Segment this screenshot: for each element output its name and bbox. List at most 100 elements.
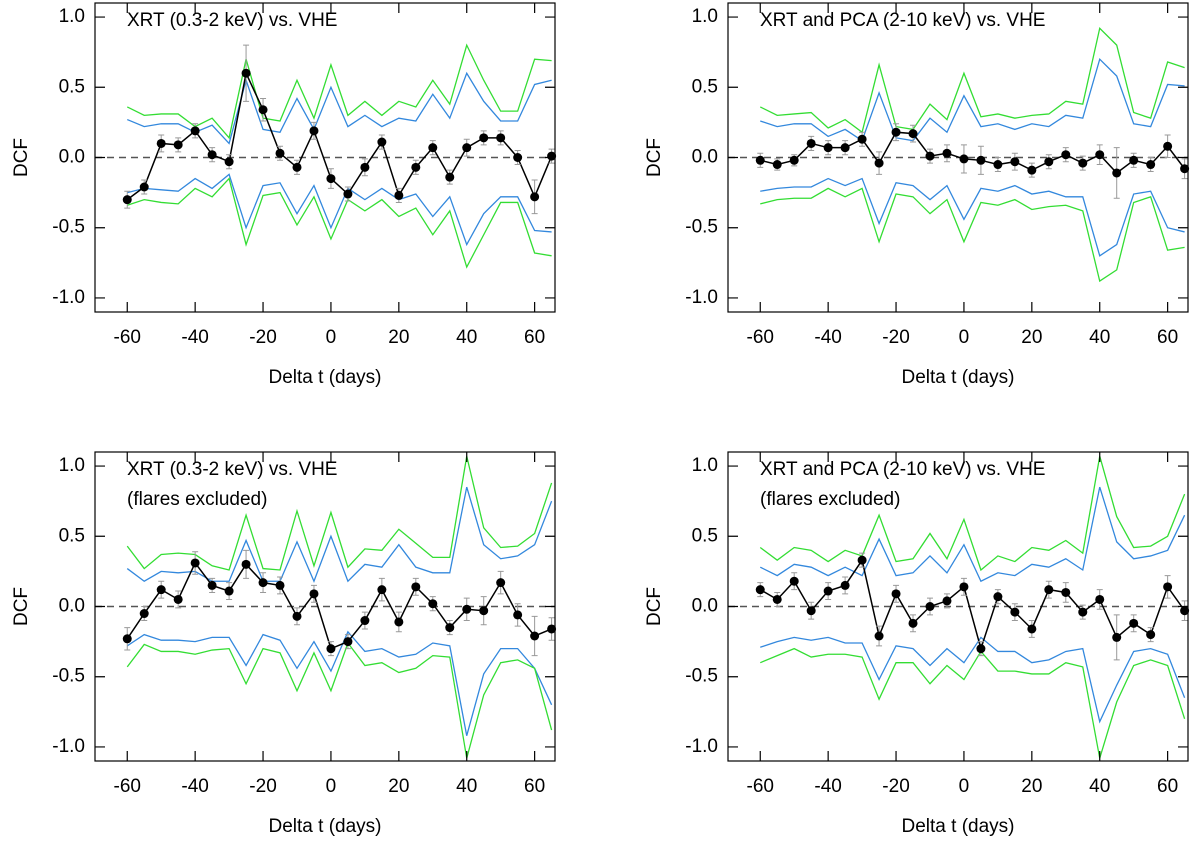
data-point <box>908 129 918 139</box>
data-point <box>874 158 884 168</box>
y-tick-label: 1.0 <box>59 455 85 476</box>
data-point <box>377 137 387 147</box>
y-axis-label: DCF <box>644 138 665 177</box>
data-point <box>908 618 918 628</box>
series-line <box>760 57 1185 142</box>
data-point <box>1163 582 1173 592</box>
y-tick-label: 1.0 <box>692 6 718 27</box>
series-line <box>126 43 552 140</box>
data-point <box>513 610 523 620</box>
y-tick-label: -1.0 <box>685 287 718 308</box>
x-tick-label: 20 <box>388 327 409 348</box>
x-tick-label: 0 <box>326 776 337 797</box>
y-tick-label: -0.5 <box>685 666 718 687</box>
data-point <box>942 148 952 158</box>
annotation: XRT (0.3-2 keV) vs. VHE <box>127 459 337 480</box>
data-point <box>547 151 557 161</box>
data-point <box>479 133 489 143</box>
data-point <box>1112 168 1122 178</box>
data-point <box>772 160 782 170</box>
data-point <box>1044 157 1054 167</box>
data-point <box>806 606 816 616</box>
series-line <box>126 486 553 583</box>
data-point <box>806 138 816 148</box>
data-point <box>1061 150 1071 160</box>
data-point <box>959 582 969 592</box>
data-point <box>326 174 336 184</box>
data-point <box>411 582 421 592</box>
data-point <box>1095 594 1105 604</box>
x-tick-label: -40 <box>181 776 208 797</box>
data-point <box>258 105 268 115</box>
data-point <box>479 606 489 616</box>
data-point <box>1095 150 1105 160</box>
x-tick-label: -40 <box>814 776 841 797</box>
data-point <box>462 143 472 153</box>
y-tick-label: -1.0 <box>52 287 85 308</box>
data-point <box>224 586 234 596</box>
data-point <box>755 585 765 595</box>
data-point <box>139 182 149 192</box>
x-tick-label: -60 <box>747 776 774 797</box>
x-tick-label: 0 <box>326 327 337 348</box>
x-tick-label: 0 <box>959 776 970 797</box>
data-point <box>428 143 438 153</box>
data-point <box>207 150 217 160</box>
data-point <box>1146 160 1156 170</box>
data-point <box>925 602 935 611</box>
data-point <box>1078 158 1088 168</box>
data-point <box>891 589 901 599</box>
series-line <box>759 456 1186 572</box>
y-tick-label: -0.5 <box>685 217 718 238</box>
data-point <box>122 634 132 644</box>
y-tick-label: -0.5 <box>52 217 85 238</box>
x-tick-label: 0 <box>959 327 970 348</box>
data-point <box>1010 157 1020 167</box>
x-tick-label: -20 <box>882 327 909 348</box>
annotation: XRT and PCA (2-10 keV) vs. VHE <box>760 10 1045 31</box>
data-point <box>1146 630 1156 640</box>
data-point <box>874 631 884 641</box>
data-point <box>1027 165 1037 175</box>
data-point <box>428 599 438 609</box>
x-tick-label: 60 <box>1157 776 1178 797</box>
data-point <box>959 154 969 164</box>
data-point <box>1180 606 1190 616</box>
data-point <box>190 558 200 568</box>
data-point <box>840 143 850 153</box>
y-tick-label: -1.0 <box>52 736 85 757</box>
data-point <box>925 151 935 161</box>
data-point <box>394 190 404 200</box>
data-point <box>462 604 472 614</box>
data-point <box>496 578 506 588</box>
data-point <box>1010 607 1020 617</box>
series-line <box>760 131 1186 174</box>
data-point <box>343 637 353 647</box>
series-line <box>760 636 1186 724</box>
series-line <box>127 177 552 269</box>
data-point <box>993 160 1003 170</box>
x-tick-label: -20 <box>249 776 276 797</box>
data-point <box>241 68 251 78</box>
y-axis-label: DCF <box>644 587 665 626</box>
data-point <box>139 609 149 619</box>
data-point <box>496 133 506 143</box>
data-point <box>1061 587 1071 597</box>
x-tick-label: -60 <box>747 327 774 348</box>
data-point <box>993 592 1003 602</box>
x-tick-label: 40 <box>1089 327 1110 348</box>
y-tick-label: -0.5 <box>52 666 85 687</box>
annotation: XRT and PCA (2-10 keV) vs. VHE <box>760 459 1045 480</box>
series-line <box>759 486 1186 583</box>
series-line <box>127 71 552 145</box>
x-tick-label: 20 <box>1021 776 1042 797</box>
series-line <box>759 26 1185 134</box>
data-point <box>241 559 251 569</box>
data-point <box>343 189 353 199</box>
x-tick-label: 20 <box>1021 327 1042 348</box>
x-axis-label: Delta t (days) <box>902 367 1015 388</box>
data-point <box>275 148 285 158</box>
data-point <box>411 162 421 172</box>
data-point <box>275 580 285 590</box>
data-point <box>394 617 404 627</box>
